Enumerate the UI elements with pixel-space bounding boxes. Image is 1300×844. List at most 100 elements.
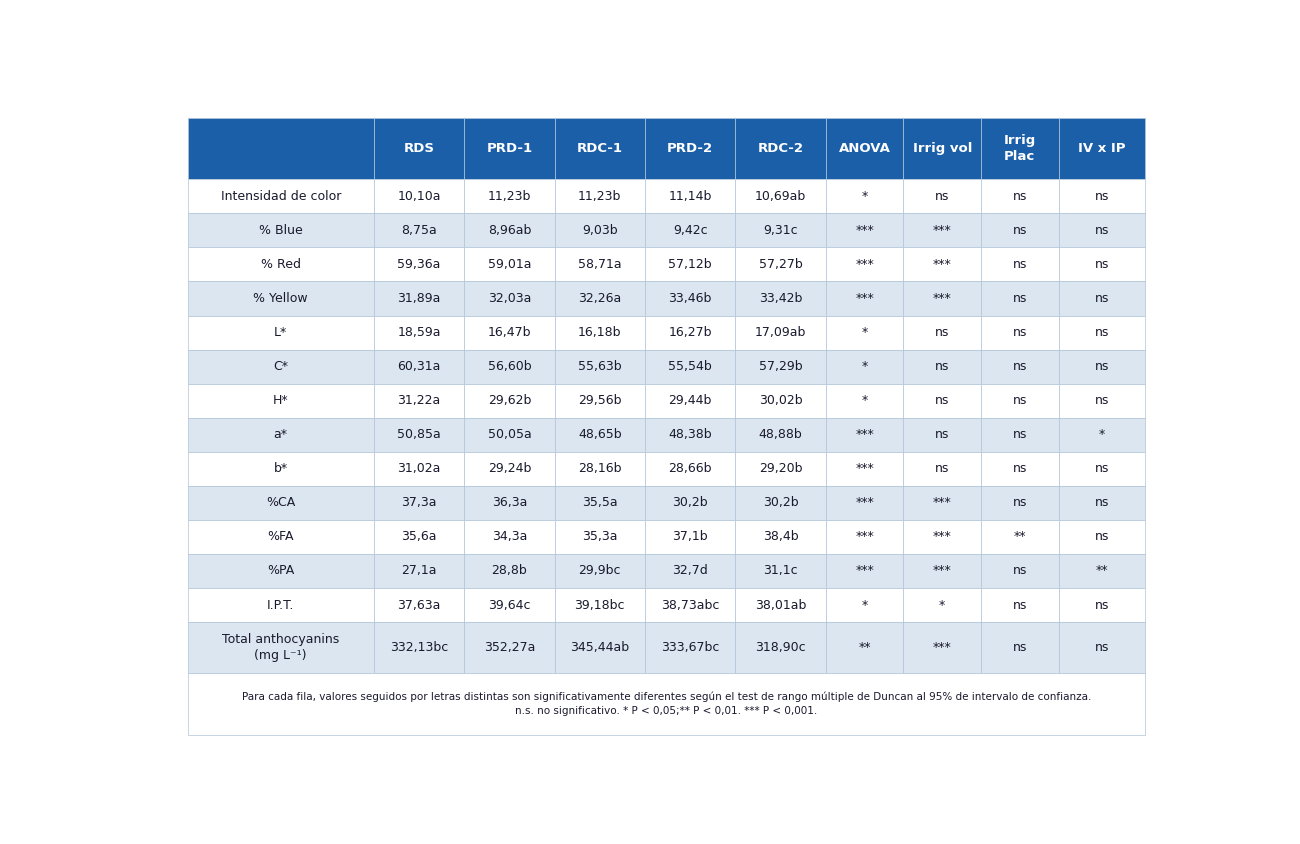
Text: 16,27b: 16,27b [668,326,712,339]
Bar [736,214,826,247]
Bar [555,486,645,520]
Text: ns: ns [1013,190,1027,203]
Bar [736,384,826,418]
Bar [555,384,645,418]
Bar [374,520,464,554]
Text: 9,31c: 9,31c [763,224,798,237]
Bar [736,520,826,554]
Text: 8,75a: 8,75a [402,224,437,237]
Text: Intensidad de color: Intensidad de color [221,190,341,203]
Bar [645,384,736,418]
Text: ns: ns [1013,394,1027,407]
Bar [555,554,645,588]
Bar [645,117,736,179]
Text: 38,4b: 38,4b [763,530,798,544]
Text: % Blue: % Blue [259,224,303,237]
Bar [555,179,645,214]
Text: ***: *** [933,496,952,510]
Text: *: * [862,326,867,339]
Bar [903,554,982,588]
Text: *: * [1098,428,1105,441]
Text: 8,96ab: 8,96ab [488,224,532,237]
Bar [736,281,826,316]
Text: ***: *** [933,292,952,305]
Bar [736,349,826,384]
Text: *: * [862,394,867,407]
Text: ns: ns [1095,598,1109,612]
Bar [187,384,374,418]
Text: ns: ns [935,326,949,339]
Text: IV x IP: IV x IP [1078,142,1126,155]
Text: 28,16b: 28,16b [578,463,621,475]
Bar [464,520,555,554]
Text: 38,73abc: 38,73abc [660,598,719,612]
Bar [464,588,555,622]
Text: H*: H* [273,394,289,407]
Text: 35,6a: 35,6a [402,530,437,544]
Text: 333,67bc: 333,67bc [660,641,719,654]
Bar [826,486,903,520]
Text: ***: *** [933,530,952,544]
Bar [464,418,555,452]
Bar [374,349,464,384]
Bar [464,554,555,588]
Text: ns: ns [1013,326,1027,339]
Text: Para cada fila, valores seguidos por letras distintas son significativamente dif: Para cada fila, valores seguidos por let… [242,692,1091,717]
Bar [1058,418,1145,452]
Bar [982,622,1058,674]
Bar [555,316,645,349]
Bar [736,247,826,281]
Text: 32,03a: 32,03a [488,292,532,305]
Bar [555,622,645,674]
Text: 28,8b: 28,8b [491,565,528,577]
Text: 34,3a: 34,3a [491,530,526,544]
Bar [374,214,464,247]
Bar [374,452,464,486]
Text: ns: ns [1095,224,1109,237]
Bar [903,486,982,520]
Text: **: ** [1096,565,1108,577]
Text: 17,09ab: 17,09ab [755,326,806,339]
Bar [464,281,555,316]
Bar [464,452,555,486]
Text: 332,13bc: 332,13bc [390,641,448,654]
Bar [982,452,1058,486]
Text: 30,2b: 30,2b [672,496,708,510]
Text: *: * [939,598,945,612]
Text: ***: *** [933,224,952,237]
Text: ns: ns [1095,326,1109,339]
Bar [555,349,645,384]
Text: **: ** [1014,530,1026,544]
Text: 57,12b: 57,12b [668,258,712,271]
Bar [555,247,645,281]
Bar [187,247,374,281]
Bar [903,117,982,179]
Text: I.P.T.: I.P.T. [266,598,294,612]
Bar [826,520,903,554]
Bar [903,316,982,349]
Bar [1058,179,1145,214]
Text: 16,18b: 16,18b [578,326,621,339]
Text: ***: *** [855,258,874,271]
Text: 11,23b: 11,23b [578,190,621,203]
Bar [826,117,903,179]
Bar [1058,554,1145,588]
Bar [736,117,826,179]
Text: 345,44ab: 345,44ab [571,641,629,654]
Bar [555,452,645,486]
Bar [982,316,1058,349]
Text: 29,24b: 29,24b [488,463,532,475]
Text: 37,1b: 37,1b [672,530,708,544]
Bar [187,588,374,622]
Bar [1058,281,1145,316]
Text: 48,65b: 48,65b [578,428,621,441]
Text: C*: C* [273,360,289,373]
Text: %FA: %FA [268,530,294,544]
Bar [645,214,736,247]
Bar [464,486,555,520]
Bar [736,179,826,214]
Text: ns: ns [1095,258,1109,271]
Bar [555,520,645,554]
Bar [187,316,374,349]
Text: *: * [862,360,867,373]
